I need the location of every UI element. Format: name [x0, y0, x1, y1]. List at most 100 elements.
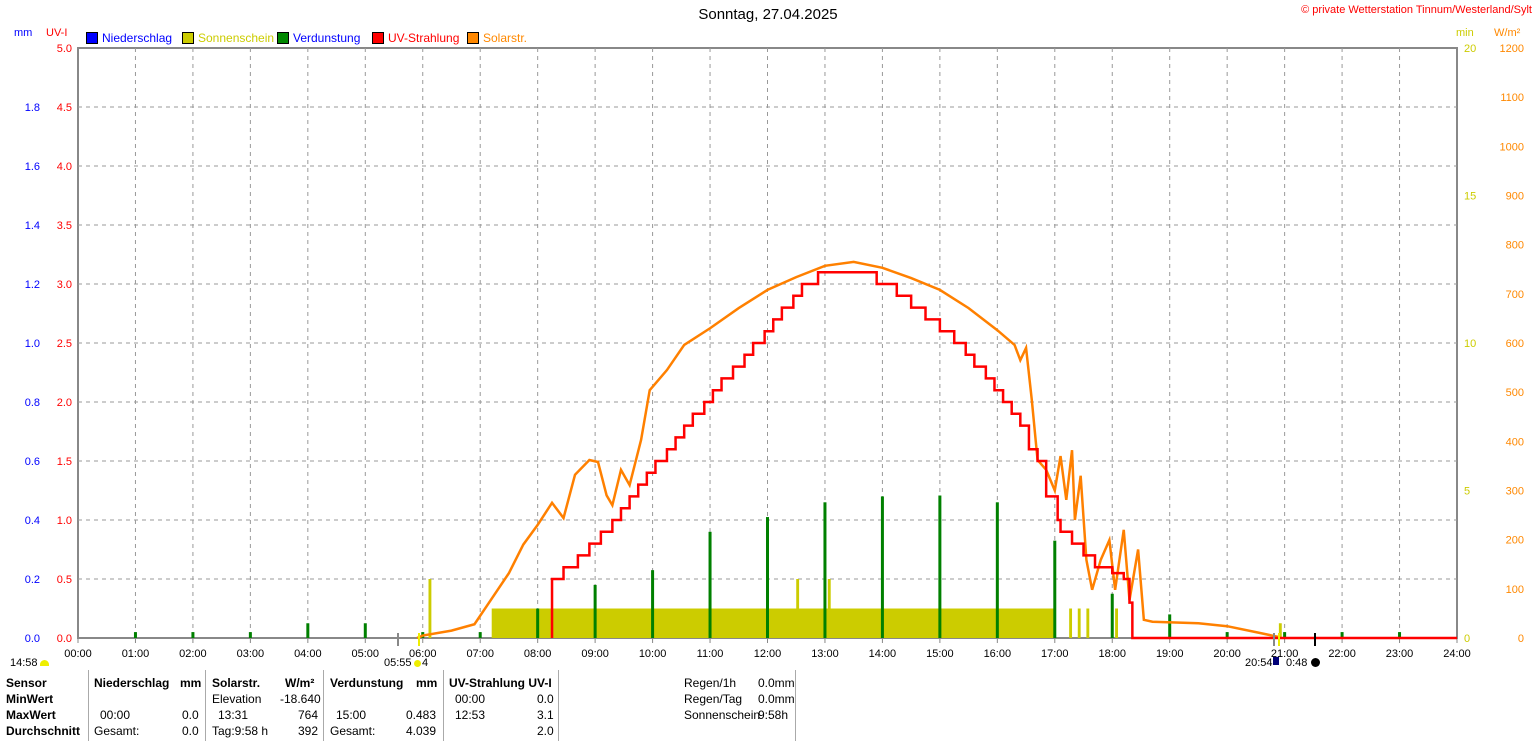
legend-swatch	[277, 32, 289, 44]
evaporation-bar	[995, 502, 999, 638]
evaporation-bar	[1283, 632, 1287, 638]
summary-value: 0.0mm	[758, 676, 795, 690]
sunshine-bar	[827, 579, 831, 638]
wm2-tick-label: 200	[1506, 535, 1524, 547]
uv-tick-label: 2.0	[57, 397, 72, 409]
legend-label: Sonnenschein	[198, 31, 275, 45]
moon-icon	[1311, 658, 1320, 667]
uv-max-val: 3.1	[537, 708, 554, 722]
sunset-icon	[1273, 657, 1279, 665]
sunshine-bar	[491, 608, 1055, 638]
wm2-tick-label: 700	[1506, 289, 1524, 301]
x-tick-label: 12:00	[754, 648, 782, 660]
uv-tick-label: 4.0	[57, 161, 72, 173]
wm2-tick-label: 500	[1506, 387, 1524, 399]
sunshine-bar	[1069, 608, 1073, 638]
x-tick-label: 13:00	[811, 648, 839, 660]
verdunstung-unit: mm	[416, 676, 438, 690]
wm2-tick-label: 900	[1506, 191, 1524, 203]
legend-swatch	[182, 32, 194, 44]
mm-tick-label: 1.4	[25, 220, 40, 232]
mm-tick-label: 1.6	[25, 161, 40, 173]
evaporation-bar	[651, 570, 655, 638]
solar-min-val: -18.640	[280, 692, 321, 706]
sunshine-bar	[1086, 608, 1090, 638]
uv-avg-val: 2.0	[537, 724, 554, 738]
x-tick-label: 11:00	[697, 648, 724, 660]
wm2-tick-label: 600	[1506, 338, 1524, 350]
uv-tick-label: 2.5	[57, 338, 72, 350]
wm2-tick-label: 800	[1506, 240, 1524, 252]
legend-swatch	[86, 32, 98, 44]
uv-header: UV-Strahlung UV-I	[449, 676, 552, 690]
summary-label: Sonnenschein	[684, 708, 761, 722]
divider	[443, 670, 444, 741]
x-tick-label: 01:00	[122, 648, 150, 660]
min-tick-label: 0	[1464, 633, 1470, 645]
uv-min-time: 00:00	[455, 692, 486, 706]
verdunstung-header: Verdunstung	[330, 676, 404, 690]
evaporation-bar	[248, 632, 252, 638]
mm-tick-label: 0.6	[25, 456, 40, 468]
divider	[323, 670, 324, 741]
niederschlag-header: Niederschlag	[94, 676, 170, 690]
niederschlag-max-val: 0.0	[182, 708, 199, 722]
uv-tick-label: 3.5	[57, 220, 72, 232]
sunshine-bar	[1115, 608, 1118, 638]
solar-min-label: Elevation	[212, 692, 262, 706]
sunrise-icon	[414, 660, 421, 667]
evaporation-bar	[1340, 632, 1344, 638]
solar-max-time: 13:31	[218, 708, 249, 722]
legend-niederschlag: Niederschlag	[86, 31, 172, 45]
x-tick-label: 00:00	[64, 648, 92, 660]
summary-value: 9:58h	[758, 708, 789, 722]
sun-icon	[40, 660, 49, 666]
verdunstung-max-val: 0.483	[406, 708, 437, 722]
evaporation-bar	[478, 632, 482, 638]
min-tick-label: 5	[1464, 486, 1470, 498]
legend-verdunstung: Verdunstung	[277, 31, 360, 45]
moon-phase: 4	[422, 657, 429, 669]
x-tick-label: 20:00	[1213, 648, 1241, 660]
min-tick-label: 15	[1464, 191, 1476, 203]
uv-line	[550, 270, 1457, 640]
x-tick-label: 22:00	[1328, 648, 1356, 660]
row-label-min: MinWert	[6, 692, 54, 706]
x-tick-label: 19:00	[1156, 648, 1184, 660]
mm-tick-label: 0.2	[25, 574, 40, 586]
x-tick-label: 05:00	[352, 648, 380, 660]
row-label-max: MaxWert	[6, 708, 56, 722]
evaporation-bar	[766, 517, 769, 638]
x-tick-label: 18:00	[1098, 648, 1126, 660]
uv-tick-label: 3.0	[57, 279, 72, 291]
x-tick-label: 10:00	[639, 648, 667, 660]
solar-max-val: 764	[298, 708, 319, 722]
weather-chart: 00:00 01:00 02:00 03:00 04:00 05:00 06:00 07:00…	[25, 43, 1524, 660]
niederschlag-avg-label: Gesamt:	[94, 724, 140, 738]
x-tick-label: 06:00	[409, 648, 437, 660]
sunshine-bar	[796, 579, 800, 638]
legend-sonnenschein: Sonnenschein	[182, 31, 274, 45]
legend-label: UV-Strahlung	[388, 31, 460, 45]
min-axis-unit: min	[1456, 27, 1474, 39]
divider	[205, 670, 206, 741]
solar-header: Solarstr.	[212, 676, 261, 690]
evaporation-bar	[1398, 632, 1402, 638]
summary-value: 0.0mm	[758, 692, 795, 706]
summary-label: Regen/1h	[684, 676, 737, 690]
uv-tick-label: 4.5	[57, 102, 72, 114]
min-tick-label: 10	[1464, 338, 1476, 350]
uv-tick-label: 1.5	[57, 456, 72, 468]
wm2-tick-label: 1200	[1500, 43, 1524, 55]
sunset-time: 20:54	[1245, 657, 1273, 669]
x-tick-label: 02:00	[179, 648, 207, 660]
divider	[88, 670, 89, 741]
x-tick-label: 04:00	[294, 648, 322, 660]
evaporation-bar	[938, 495, 942, 638]
wm2-tick-label: 1000	[1500, 141, 1524, 153]
divider	[795, 670, 796, 741]
uv-axis-unit: UV-I	[46, 27, 68, 39]
evaporation-bar	[133, 632, 137, 638]
evaporation-bar	[1168, 614, 1172, 638]
marker-time-prev: 14:58	[10, 657, 38, 669]
